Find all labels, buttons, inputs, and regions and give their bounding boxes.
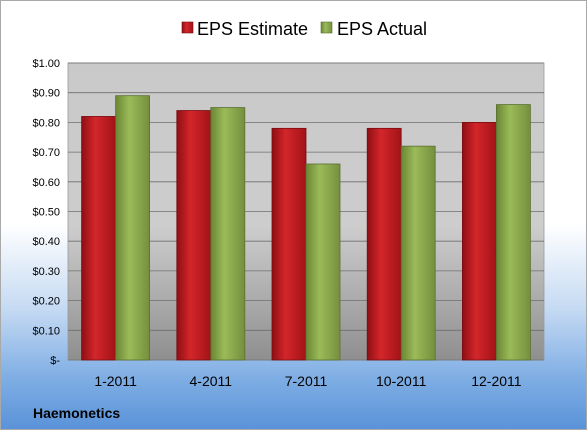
bar-eps-estimate	[271, 127, 307, 361]
y-tick-label: $0.90	[32, 88, 60, 100]
bar-eps-estimate	[366, 127, 402, 361]
bar-eps-actual	[305, 163, 341, 361]
x-tick-label: 10-2011	[376, 373, 427, 389]
bar-eps-actual	[400, 145, 436, 361]
x-tick-label: 4-2011	[190, 373, 233, 389]
x-tick-label: 7-2011	[285, 373, 328, 389]
legend-swatch	[320, 21, 333, 34]
y-tick-label: $0.10	[32, 325, 60, 337]
y-tick-label: $0.30	[32, 266, 60, 278]
bar-eps-actual	[495, 104, 531, 361]
bars	[81, 95, 531, 361]
bar-eps-estimate	[81, 116, 116, 361]
y-tick-label: $0.50	[32, 207, 60, 219]
bar-eps-estimate	[176, 110, 212, 361]
bar-eps-actual	[210, 107, 246, 361]
x-tick-label: 1-2011	[94, 373, 137, 389]
y-tick-label: $0.70	[32, 147, 60, 159]
bar-eps-actual	[115, 95, 150, 361]
y-tick-label: $0.20	[32, 296, 60, 308]
bar-eps-estimate	[461, 122, 497, 361]
legend-label: EPS Estimate	[197, 19, 308, 39]
y-tick-label: $0.80	[32, 117, 60, 129]
legend-swatch	[181, 21, 194, 34]
company-label: Haemonetics	[33, 405, 120, 421]
y-tick-label: $0.60	[32, 177, 60, 189]
y-axis-ticks: $- $0.10 $0.20 $0.30 $0.40 $0.50 $0.60 $0.70 $0.…	[32, 58, 60, 367]
x-tick-label: 12-2011	[471, 373, 522, 389]
legend-label: EPS Actual	[337, 19, 427, 39]
y-tick-label: $-	[50, 355, 60, 367]
legend: EPS Estimate EPS Actual	[181, 19, 427, 39]
y-tick-label: $0.40	[32, 236, 60, 248]
x-axis-ticks: 1-2011 4-2011 7-2011 10-2011 12-2011	[94, 373, 521, 389]
y-tick-label: $1.00	[32, 58, 60, 70]
